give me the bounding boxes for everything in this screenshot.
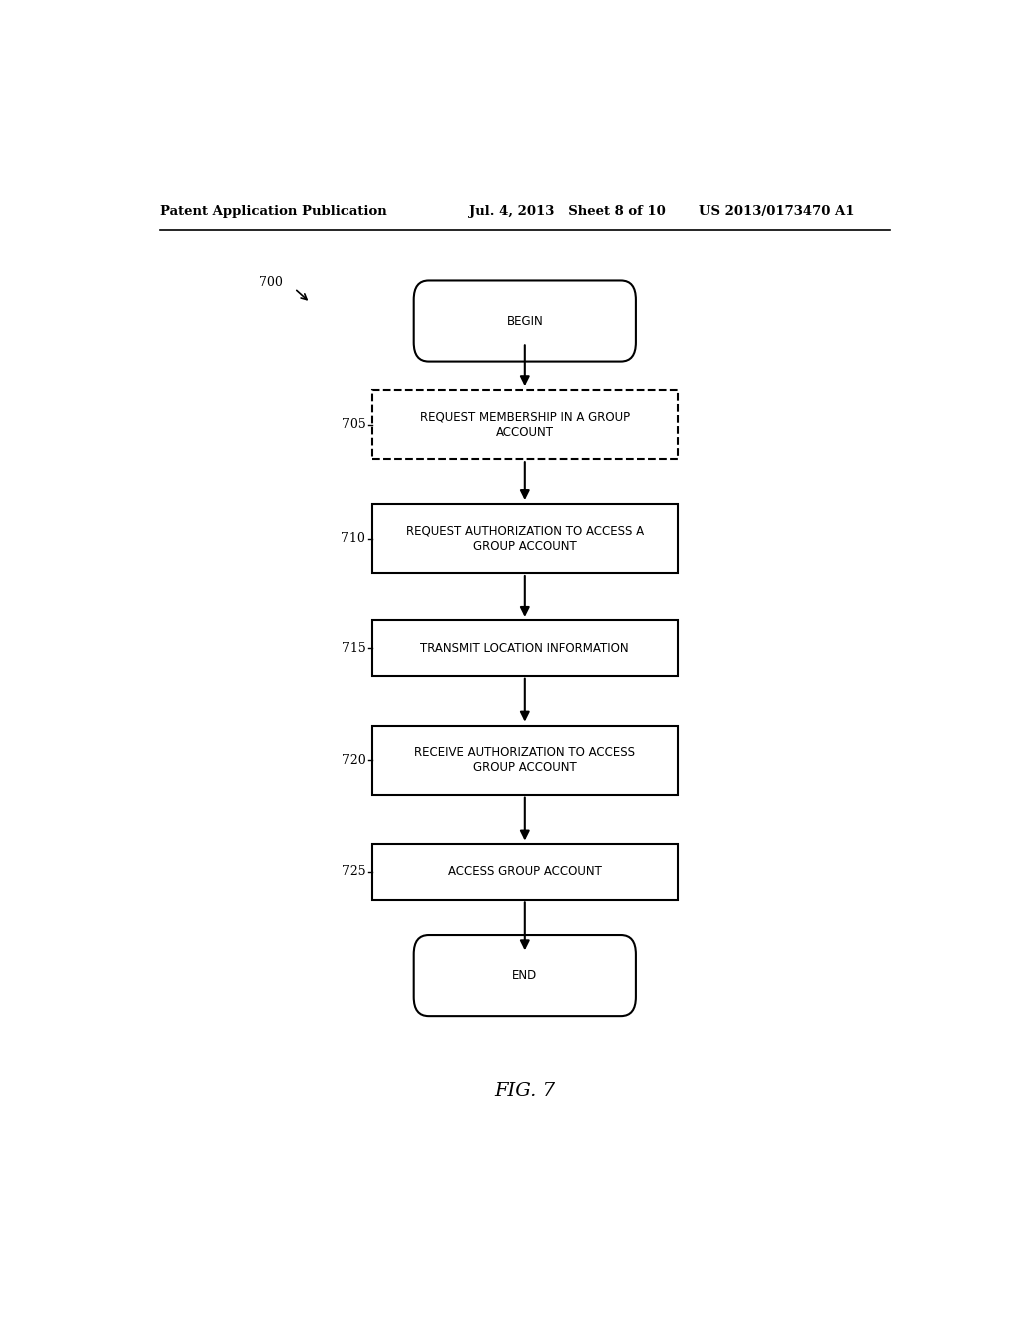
Text: FIG. 7: FIG. 7	[495, 1082, 555, 1101]
Text: REQUEST MEMBERSHIP IN A GROUP
ACCOUNT: REQUEST MEMBERSHIP IN A GROUP ACCOUNT	[420, 411, 630, 438]
Text: 700: 700	[259, 276, 283, 289]
Text: BEGIN: BEGIN	[507, 314, 543, 327]
Bar	[372, 504, 678, 573]
Text: END: END	[512, 969, 538, 982]
FancyBboxPatch shape	[414, 280, 636, 362]
Text: Patent Application Publication: Patent Application Publication	[160, 205, 386, 218]
Bar	[372, 391, 678, 459]
Text: 725: 725	[342, 866, 366, 878]
Text: RECEIVE AUTHORIZATION TO ACCESS
GROUP ACCOUNT: RECEIVE AUTHORIZATION TO ACCESS GROUP AC…	[415, 746, 635, 774]
Text: 715: 715	[342, 642, 366, 655]
Text: US 2013/0173470 A1: US 2013/0173470 A1	[699, 205, 855, 218]
Bar	[372, 843, 678, 900]
Text: 720: 720	[342, 754, 366, 767]
Text: REQUEST AUTHORIZATION TO ACCESS A
GROUP ACCOUNT: REQUEST AUTHORIZATION TO ACCESS A GROUP …	[406, 524, 644, 553]
Text: ACCESS GROUP ACCOUNT: ACCESS GROUP ACCOUNT	[447, 866, 602, 878]
FancyBboxPatch shape	[414, 935, 636, 1016]
Text: Jul. 4, 2013   Sheet 8 of 10: Jul. 4, 2013 Sheet 8 of 10	[469, 205, 666, 218]
Bar	[372, 620, 678, 676]
Text: TRANSMIT LOCATION INFORMATION: TRANSMIT LOCATION INFORMATION	[421, 642, 629, 655]
Text: 705: 705	[342, 418, 366, 432]
Bar	[372, 726, 678, 795]
Text: 710: 710	[341, 532, 366, 545]
